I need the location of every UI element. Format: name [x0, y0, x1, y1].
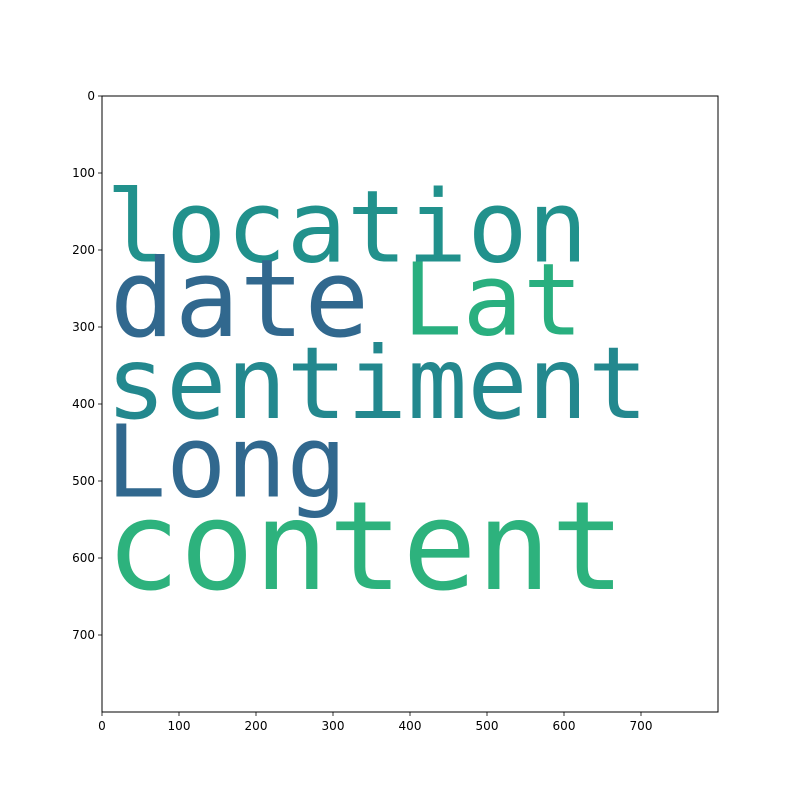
x-tick-label: 400	[399, 719, 422, 733]
y-tick-label: 200	[72, 243, 95, 257]
y-tick-label: 500	[72, 474, 95, 488]
y-tick-label: 600	[72, 551, 95, 565]
y-tick-label: 300	[72, 320, 95, 334]
y-tick-label: 700	[72, 628, 95, 642]
x-tick-label: 300	[322, 719, 345, 733]
y-tick-label: 400	[72, 397, 95, 411]
y-tick-label: 100	[72, 166, 95, 180]
y-tick-label: 0	[87, 89, 95, 103]
x-tick-label: 600	[553, 719, 576, 733]
x-tick-label: 0	[98, 719, 106, 733]
y-axis: 0 100 200 300 400 500 600 700	[72, 89, 102, 642]
x-tick-label: 700	[630, 719, 653, 733]
word-date: date	[110, 237, 370, 362]
x-axis: 0 100 200 300 400 500 600 700	[98, 712, 652, 733]
word-long: Long	[106, 403, 347, 520]
x-tick-label: 200	[245, 719, 268, 733]
word-lat: Lat	[402, 242, 583, 359]
plot-background	[102, 96, 718, 712]
word-location: location	[106, 169, 588, 286]
word-sentiment: sentiment	[106, 325, 648, 442]
word-content: content	[106, 476, 625, 619]
x-tick-label: 100	[168, 719, 191, 733]
x-tick-label: 500	[476, 719, 499, 733]
